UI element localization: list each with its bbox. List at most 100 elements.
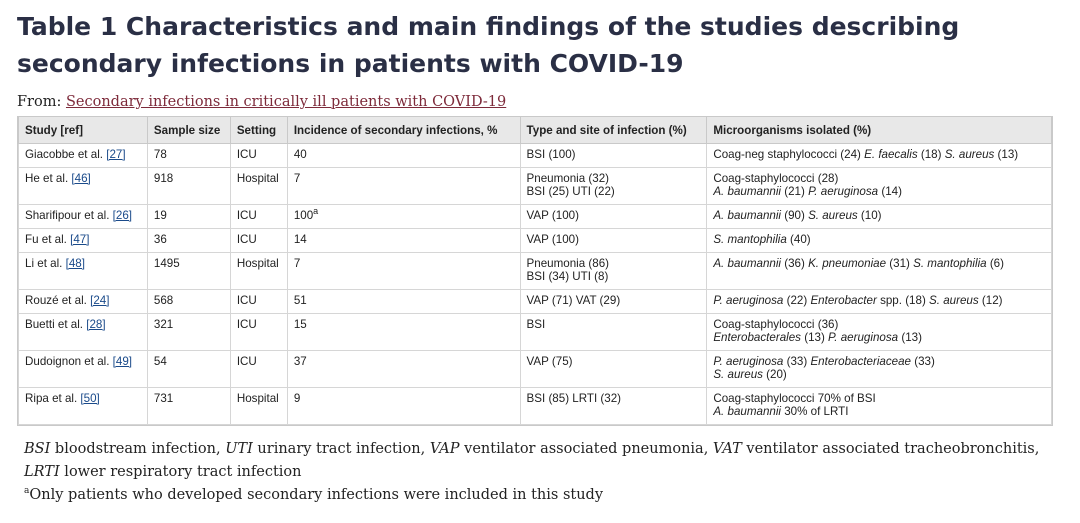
- cell-sample-size: 918: [146, 167, 231, 205]
- cell-microorganisms: A. baumannii (90) S. aureus (10): [706, 204, 1052, 229]
- reference-link[interactable]: [28]: [86, 318, 106, 331]
- study-name: Sharifipour et al.: [25, 209, 113, 222]
- footnote-marker: a: [313, 206, 319, 217]
- cell-microorganisms: Coag-staphylococci (36) Enterobacterales …: [706, 313, 1052, 351]
- type-line: BSI (25) UTI (22): [526, 184, 615, 198]
- cell-setting: Hospital: [229, 387, 288, 425]
- microorganism-line: S. aureus (20): [713, 367, 1045, 382]
- cell-setting: ICU: [229, 313, 288, 351]
- cell-study: Rouzé et al. [24]: [18, 289, 148, 314]
- reference-link[interactable]: [47]: [70, 233, 90, 246]
- cell-sample-size: 54: [146, 350, 231, 388]
- table-row: Rouzé et al. [24] 568 ICU 51 VAP (71) VAT (2…: [18, 289, 1052, 314]
- cell-sample-size: 19: [146, 204, 231, 229]
- microorganism-line: A. baumannii (90) S. aureus (10): [713, 209, 1045, 223]
- cell-type-site: BSI (100): [519, 143, 708, 168]
- reference-link[interactable]: [26]: [112, 209, 132, 222]
- text-run: (10): [857, 209, 882, 222]
- reference-link[interactable]: [24]: [90, 294, 110, 307]
- text-run: (22): [783, 294, 811, 307]
- type-line: Pneumonia (86): [526, 257, 610, 270]
- text-run: Coag-staphylococci 70% of BSI: [713, 392, 876, 405]
- microorganism-line: P. aeruginosa (33) Enterobacteriaceae (3…: [713, 355, 1045, 369]
- table-row: Ripa et al. [50] 731 Hospital 9 BSI (85) LRT…: [18, 387, 1052, 425]
- cell-incidence: 7: [286, 252, 521, 290]
- text-run: (36): [781, 257, 809, 270]
- cell-microorganisms: P. aeruginosa (22) Enterobacter spp. (18…: [706, 289, 1052, 314]
- table-footnotes: BSI bloodstream infection, UTI urinary t…: [24, 438, 1064, 507]
- incidence-value: 7: [293, 172, 301, 185]
- table-row: Fu et al. [47] 36 ICU 14 VAP (100) S. mantoph…: [18, 228, 1052, 253]
- cell-type-site: Pneumonia (86) BSI (34) UTI (8): [519, 252, 708, 290]
- header-sample-size: Sample size: [146, 117, 231, 144]
- incidence-value: 37: [293, 355, 307, 368]
- header-type-site: Type and site of infection (%): [519, 117, 708, 144]
- text-run: (90): [781, 209, 809, 222]
- type-line: BSI (100): [526, 148, 576, 161]
- incidence-value: 14: [293, 233, 307, 246]
- cell-study: Buetti et al. [28]: [18, 313, 148, 351]
- italic-term: Enterobacteriaceae: [810, 355, 911, 368]
- italic-term: S. aureus: [808, 209, 858, 222]
- text-run: (13): [994, 148, 1019, 161]
- findings-table-container: Study [ref] Sample size Setting Incidenc…: [17, 116, 1053, 426]
- italic-term: P. aeruginosa: [713, 355, 784, 368]
- italic-term: S. mantophilia: [713, 233, 787, 246]
- reference-link[interactable]: [46]: [71, 172, 91, 185]
- cell-study: Sharifipour et al. [26]: [18, 204, 148, 229]
- cell-setting: ICU: [229, 350, 288, 388]
- cell-study: Dudoignon et al. [49]: [18, 350, 148, 388]
- table-title: Table 1 Characteristics and main finding…: [17, 12, 960, 78]
- text-run: (12): [978, 294, 1003, 307]
- cell-microorganisms: P. aeruginosa (33) Enterobacteriaceae (3…: [706, 350, 1052, 388]
- italic-term: BSI: [24, 441, 51, 457]
- italic-term: P. aeruginosa: [828, 330, 899, 344]
- italic-term: E. faecalis: [864, 148, 918, 161]
- incidence-value: 100: [293, 209, 314, 222]
- cell-type-site: VAP (100): [519, 204, 708, 229]
- italic-term: Enterobacter: [810, 294, 877, 307]
- cell-incidence: 14: [286, 228, 521, 253]
- reference-link[interactable]: [50]: [80, 392, 100, 405]
- text-run: (6): [986, 257, 1004, 270]
- study-name: Rouzé et al.: [25, 294, 91, 307]
- cell-setting: ICU: [229, 228, 288, 253]
- cell-sample-size: 1495: [146, 252, 231, 290]
- incidence-value: 51: [293, 294, 307, 307]
- cell-study: Fu et al. [47]: [18, 228, 148, 253]
- study-name: He et al.: [25, 172, 72, 185]
- text-run: Coag-staphylococci (28): [713, 172, 839, 185]
- reference-link[interactable]: [48]: [65, 257, 85, 270]
- cell-microorganisms: Coag-staphylococci 70% of BSI A. baumanni…: [706, 387, 1052, 425]
- table-row: Giacobbe et al. [27] 78 ICU 40 BSI (100) Coag…: [18, 143, 1052, 168]
- cell-setting: Hospital: [229, 167, 288, 205]
- superscript-note: aOnly patients who developed secondary i…: [24, 484, 1064, 507]
- microorganism-line: A. baumannii (21) P. aeruginosa (14): [713, 184, 1045, 199]
- cell-incidence: 15: [286, 313, 521, 351]
- italic-term: A. baumannii: [713, 404, 781, 418]
- cell-type-site: BSI (85) LRTI (32): [519, 387, 708, 425]
- text-run: (40): [786, 233, 811, 246]
- microorganism-line: Coag-staphylococci (28): [713, 172, 1045, 186]
- cell-incidence: 51: [286, 289, 521, 314]
- microorganism-line: S. mantophilia (40): [713, 233, 1045, 247]
- cell-type-site: VAP (100): [519, 228, 708, 253]
- italic-term: K. pneumoniae: [808, 257, 887, 270]
- italic-term: A. baumannii: [713, 257, 781, 270]
- source-article-link[interactable]: Secondary infections in critically ill p…: [65, 94, 507, 110]
- text-run: (31): [886, 257, 914, 270]
- header-microorganisms: Microorganisms isolated (%): [706, 117, 1052, 144]
- reference-link[interactable]: [27]: [106, 148, 126, 161]
- cell-setting: ICU: [229, 143, 288, 168]
- text-run: (20): [762, 367, 787, 381]
- study-name: Buetti et al.: [25, 318, 87, 331]
- cell-incidence: 40: [286, 143, 521, 168]
- table-row: Dudoignon et al. [49] 54 ICU 37 VAP (75) P. a…: [18, 350, 1052, 388]
- source-line: From: Secondary infections in critically…: [17, 94, 506, 110]
- italic-term: P. aeruginosa: [808, 184, 879, 198]
- italic-term: UTI: [225, 441, 253, 457]
- reference-link[interactable]: [49]: [112, 355, 133, 368]
- table-row: Sharifipour et al. [26] 19 ICU 100a VAP (100…: [18, 204, 1052, 229]
- cell-sample-size: 321: [146, 313, 231, 351]
- cell-study: Giacobbe et al. [27]: [18, 143, 148, 168]
